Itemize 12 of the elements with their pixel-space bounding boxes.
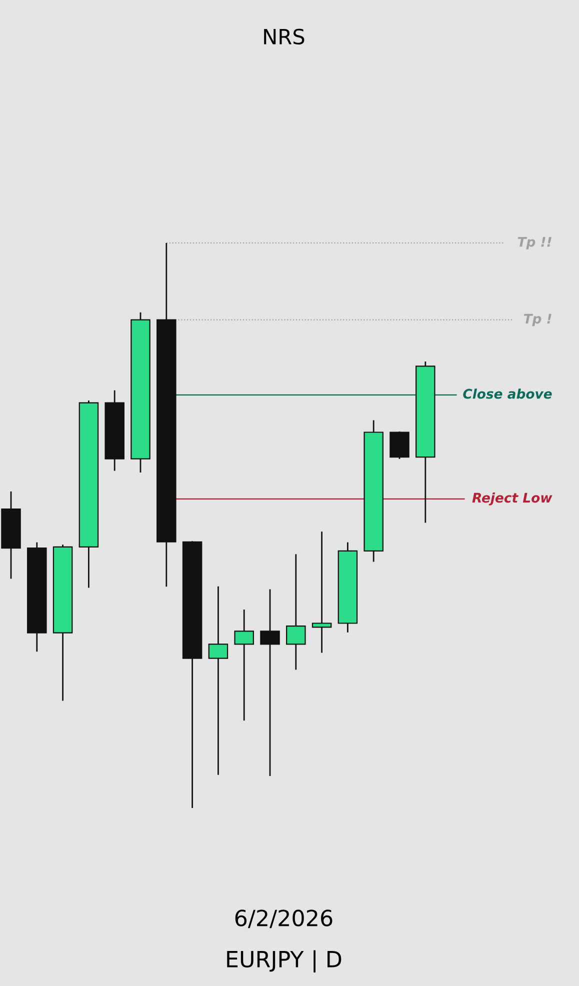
- chart-title: NRS: [264, 28, 304, 44]
- ref-line-label: Tp !: [524, 314, 552, 326]
- candlestick: [286, 554, 306, 670]
- candlestick: [208, 586, 228, 775]
- text: EURJPY | D: [227, 950, 342, 972]
- ref-line-label: Close above: [463, 388, 552, 399]
- candlestick: [312, 532, 332, 653]
- text: 6/2/2026: [235, 910, 332, 928]
- ref-line-label: Tp !!: [518, 236, 552, 250]
- candlestick: [260, 589, 280, 776]
- ref-line-label: Reject Low: [472, 492, 552, 506]
- candlestick: [234, 610, 254, 721]
